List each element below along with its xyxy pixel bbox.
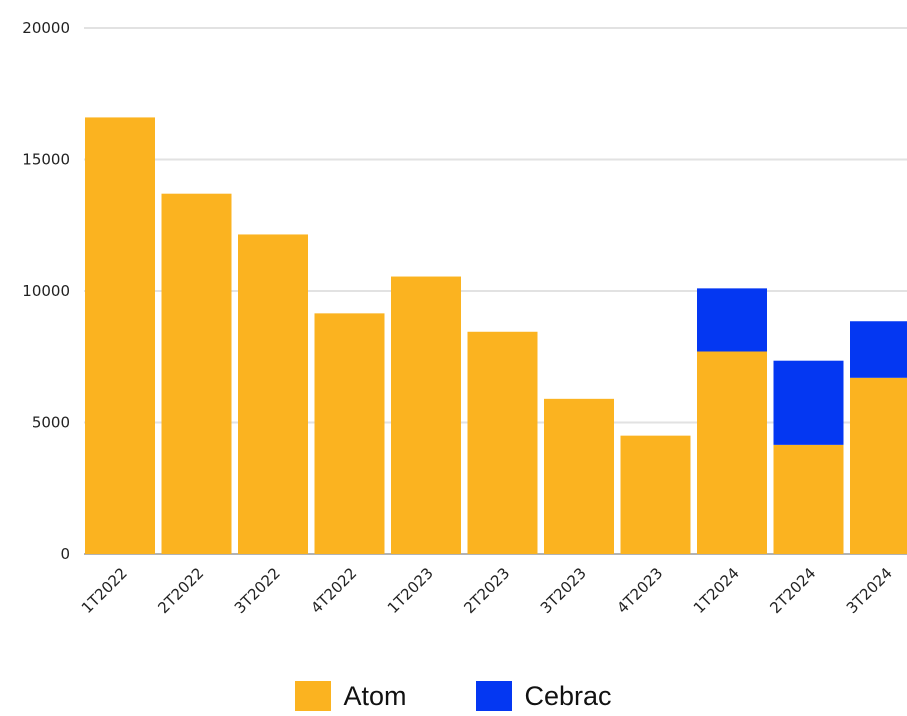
legend-item-cebrac[interactable]: Cebrac bbox=[476, 680, 612, 712]
bar-cebrac-2t2024[interactable] bbox=[773, 360, 844, 445]
legend-label-atom: Atom bbox=[343, 680, 407, 711]
y-tick-label: 10000 bbox=[22, 282, 70, 300]
x-tick-label: 1T2024 bbox=[690, 564, 743, 617]
x-tick-label: 2T2022 bbox=[154, 564, 207, 617]
bar-cebrac-3t2024[interactable] bbox=[850, 321, 907, 378]
legend-swatch-atom bbox=[295, 681, 332, 711]
bar-atom-3t2022[interactable] bbox=[238, 234, 308, 554]
bar-atom-4t2023[interactable] bbox=[620, 435, 691, 554]
bar-atom-1t2024[interactable] bbox=[697, 351, 767, 554]
bar-atom-4t2022[interactable] bbox=[314, 313, 385, 554]
bar-atom-1t2022[interactable] bbox=[85, 117, 155, 555]
y-axis-ticks: 0 5000 10000 15000 20000 bbox=[22, 19, 70, 563]
x-tick-label: 2T2024 bbox=[766, 564, 819, 617]
x-tick-label: 4T2023 bbox=[613, 564, 666, 617]
x-tick-label: 3T2023 bbox=[537, 564, 590, 617]
x-tick-label: 4T2022 bbox=[307, 564, 360, 617]
y-tick-label: 5000 bbox=[32, 414, 70, 432]
y-tick-label: 0 bbox=[60, 545, 70, 563]
x-tick-label: 1T2023 bbox=[384, 564, 437, 617]
bar-atom-1t2023[interactable] bbox=[391, 276, 461, 554]
y-tick-label: 20000 bbox=[22, 19, 70, 37]
bars bbox=[85, 117, 907, 555]
bar-atom-2t2024[interactable] bbox=[773, 444, 844, 554]
x-tick-label: 2T2023 bbox=[460, 564, 513, 617]
bar-atom-2t2023[interactable] bbox=[467, 331, 538, 554]
bar-atom-3t2024[interactable] bbox=[850, 377, 907, 554]
y-tick-label: 15000 bbox=[22, 151, 70, 169]
x-tick-label: 3T2024 bbox=[843, 564, 896, 617]
legend-item-atom[interactable]: Atom bbox=[295, 681, 406, 712]
x-tick-label: 3T2022 bbox=[231, 564, 284, 617]
bar-cebrac-1t2024[interactable] bbox=[697, 288, 767, 352]
x-axis-ticks: 1T2022 2T2022 3T2022 4T2022 1T2023 2T2023 3T20… bbox=[78, 564, 896, 617]
bar-atom-3t2023[interactable] bbox=[544, 398, 614, 554]
legend-label-cebrac: Cebrac bbox=[524, 680, 612, 711]
legend-swatch-cebrac bbox=[476, 681, 513, 711]
legend: Atom Cebrac bbox=[0, 676, 907, 716]
bar-atom-2t2022[interactable] bbox=[161, 193, 232, 554]
x-tick-label: 1T2022 bbox=[78, 564, 131, 617]
